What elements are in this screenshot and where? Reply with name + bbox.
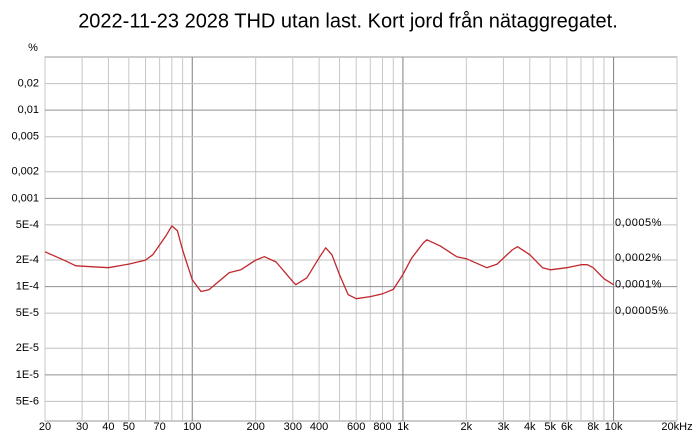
y-tick-label: 2E-4: [16, 254, 39, 266]
chart-title: 2022-11-23 2028 THD utan last. Kort jord…: [78, 10, 618, 32]
x-tick-label: 1k: [397, 421, 409, 433]
y-axis-label: %: [28, 42, 38, 54]
x-tick-label: 3k: [498, 421, 510, 433]
y-tick-label: 1E-4: [16, 281, 39, 293]
annotation: 0,0005%: [615, 217, 662, 229]
x-tick-label: 30: [76, 421, 88, 433]
annotation: 0,0001%: [615, 279, 662, 291]
y-tick-label: 2E-5: [16, 342, 39, 354]
x-tick-label: 5k: [544, 421, 556, 433]
y-tick-label: 0,02: [18, 77, 39, 89]
annotation: 0,0002%: [615, 252, 662, 264]
x-tick-label: 200: [246, 421, 264, 433]
x-tick-label: 50: [123, 421, 135, 433]
y-tick-label: 0,001: [11, 192, 39, 204]
x-tick-label: 20kHz: [661, 421, 692, 433]
y-tick-label: 5E-6: [16, 395, 39, 407]
y-tick-label: 0,005: [11, 131, 39, 143]
x-tick-label: 70: [153, 421, 165, 433]
x-tick-label: 10k: [605, 421, 623, 433]
x-tick-label: 2k: [461, 421, 473, 433]
x-tick-label: 600: [347, 421, 365, 433]
x-tick-label: 4k: [524, 421, 536, 433]
x-tick-label: 8k: [587, 421, 599, 433]
x-tick-label: 300: [284, 421, 302, 433]
x-tick-label: 20: [39, 421, 51, 433]
plot-area: [44, 56, 678, 422]
thd-curve: [44, 225, 614, 300]
y-tick-label: 5E-4: [16, 219, 39, 231]
x-tick-label: 800: [373, 421, 391, 433]
x-tick-label: 400: [310, 421, 328, 433]
x-tick-label: 40: [102, 421, 114, 433]
y-tick-label: 0,002: [11, 166, 39, 178]
y-tick-label: 0,01: [18, 104, 39, 116]
annotation: 0,00005%: [615, 305, 669, 317]
x-tick-label: 100: [183, 421, 201, 433]
x-tick-label: 6k: [561, 421, 573, 433]
y-tick-label: 5E-5: [16, 307, 39, 319]
y-tick-label: 1E-5: [16, 369, 39, 381]
